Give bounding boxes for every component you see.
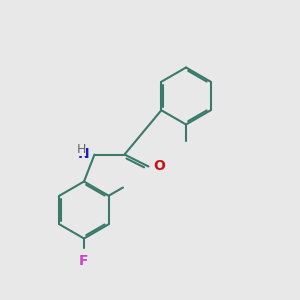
Text: O: O — [153, 160, 165, 173]
Text: F: F — [79, 254, 89, 268]
Text: H: H — [76, 142, 86, 156]
Text: N: N — [77, 148, 89, 161]
